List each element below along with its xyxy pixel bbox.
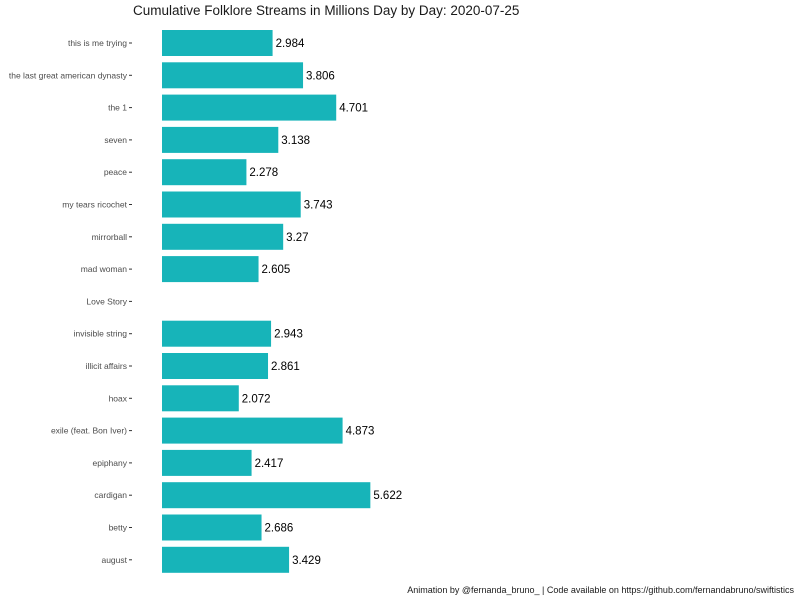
bar-value-label: 2.861 <box>271 361 300 373</box>
bar <box>162 385 239 412</box>
y-tick-label: betty <box>109 523 128 533</box>
bar <box>162 30 273 56</box>
y-tick-label: my tears ricochet <box>62 200 127 210</box>
bar-value-label: 4.701 <box>339 103 368 115</box>
y-tick-label: Love Story <box>86 296 127 306</box>
bar <box>162 94 337 121</box>
y-tick-label: mirrorball <box>92 232 128 242</box>
bar <box>162 353 269 379</box>
bar <box>162 546 290 573</box>
bar-value-label: 3.138 <box>281 135 310 147</box>
bar <box>162 62 304 89</box>
y-tick-label: epiphany <box>92 458 127 468</box>
bar-value-label: 4.873 <box>346 426 375 438</box>
bar-value-label: 2.686 <box>265 523 294 535</box>
y-tick-label: this is me trying <box>68 38 127 48</box>
y-tick-label: the last great american dynasty <box>9 70 128 80</box>
bar <box>162 417 343 444</box>
y-tick-label: cardigan <box>94 490 127 500</box>
bar-value-label: 2.605 <box>262 264 291 276</box>
bar <box>162 320 272 347</box>
y-tick-label: august <box>101 555 127 565</box>
bar-value-label: 5.622 <box>373 490 402 502</box>
y-tick-label: seven <box>104 135 127 145</box>
chart-title: Cumulative Folklore Streams in Millions … <box>133 3 520 18</box>
bar-value-label: 2.417 <box>255 458 284 470</box>
bar-value-label: 3.806 <box>306 70 335 82</box>
bar <box>162 514 262 541</box>
bar-value-label: 2.943 <box>274 329 303 341</box>
bar <box>162 449 252 476</box>
bar-value-label: 2.072 <box>242 393 271 405</box>
bar <box>162 159 247 186</box>
y-tick-label: mad woman <box>81 264 128 274</box>
bar-value-label: 2.278 <box>249 167 278 179</box>
y-tick-label: invisible string <box>74 329 128 339</box>
chart-caption: Animation by @fernanda_bruno_ | Code ava… <box>407 585 794 595</box>
y-tick-label: the 1 <box>108 103 127 113</box>
y-tick-label: hoax <box>109 393 128 403</box>
bar <box>162 223 284 250</box>
bars <box>162 30 371 573</box>
bar <box>162 256 259 283</box>
bar-value-label: 3.429 <box>292 555 321 567</box>
y-tick-label: illicit affairs <box>86 361 127 371</box>
bar-value-label: 2.984 <box>276 38 305 50</box>
bar <box>162 482 371 509</box>
y-axis: this is me trying the last great american… <box>9 38 132 565</box>
bar <box>162 191 301 218</box>
y-tick-label: peace <box>104 167 127 177</box>
bar-value-label: 3.743 <box>304 200 333 212</box>
value-labels: 2.984 3.806 4.701 3.138 2.278 3.743 3.27 2.605 2… <box>242 38 402 567</box>
y-tick-label: exile (feat. Bon Iver) <box>51 426 127 436</box>
bar <box>162 126 279 153</box>
bar-value-label: 3.27 <box>286 232 308 244</box>
